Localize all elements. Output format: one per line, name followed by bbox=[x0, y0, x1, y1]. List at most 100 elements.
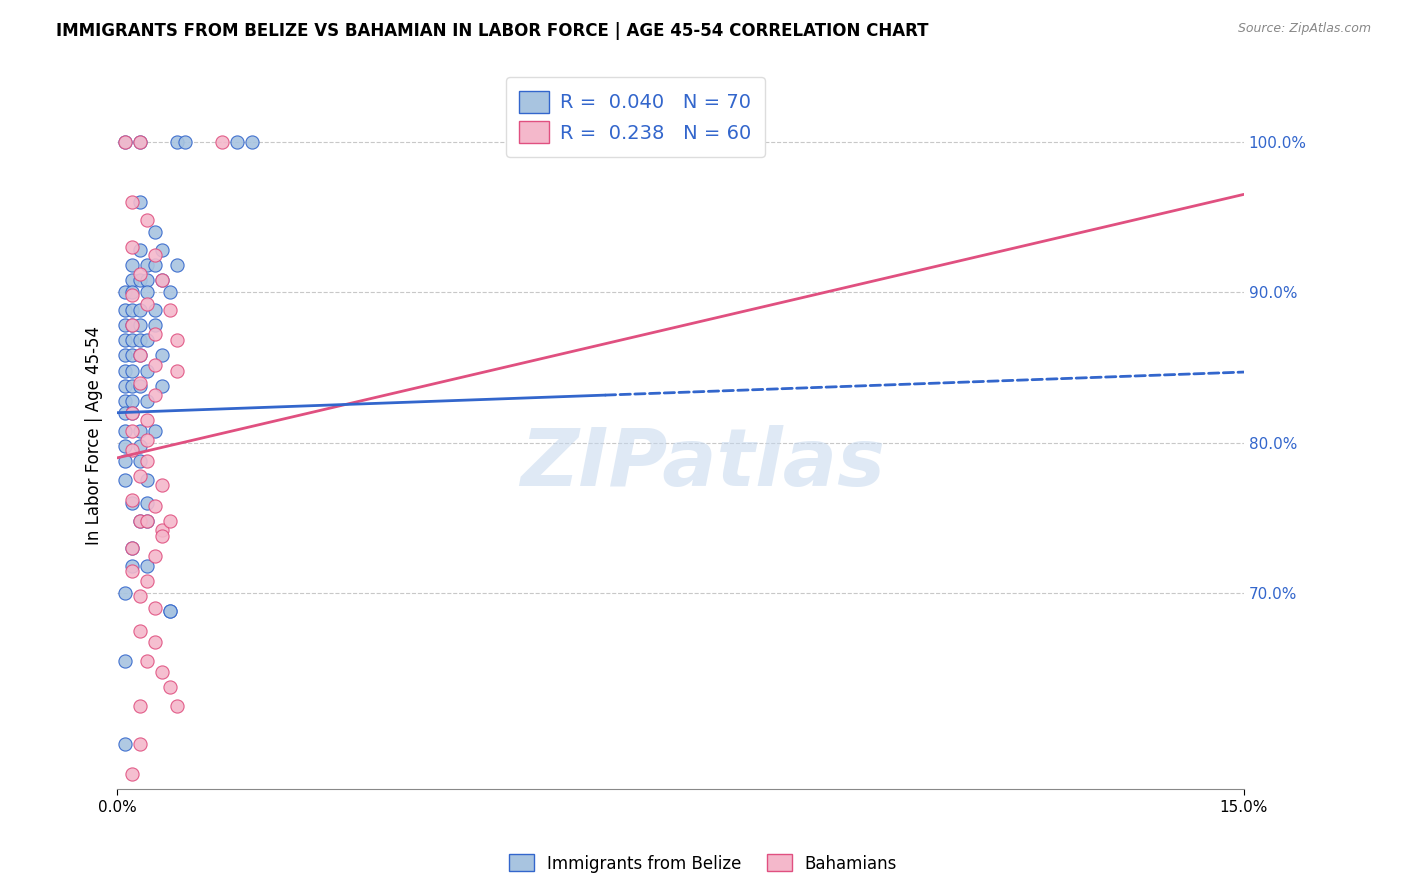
Point bbox=[128, 303, 150, 318]
Point bbox=[150, 378, 173, 392]
Point bbox=[114, 135, 136, 149]
Point bbox=[114, 424, 136, 438]
Point bbox=[166, 135, 188, 149]
Point bbox=[159, 605, 181, 619]
Point bbox=[121, 318, 143, 333]
Point bbox=[143, 225, 166, 239]
Point bbox=[150, 349, 173, 363]
Point bbox=[121, 240, 143, 254]
Point bbox=[121, 273, 143, 287]
Point bbox=[173, 135, 195, 149]
Point bbox=[143, 549, 166, 563]
Point bbox=[136, 514, 159, 528]
Point bbox=[121, 496, 143, 510]
Point bbox=[128, 334, 150, 348]
Point bbox=[121, 443, 143, 458]
Point bbox=[128, 273, 150, 287]
Point bbox=[166, 699, 188, 714]
Point bbox=[143, 358, 166, 372]
Point bbox=[159, 514, 181, 528]
Point bbox=[166, 334, 188, 348]
Point bbox=[143, 601, 166, 615]
Point bbox=[128, 376, 150, 390]
Point bbox=[121, 424, 143, 438]
Point bbox=[143, 303, 166, 318]
Point bbox=[136, 363, 159, 377]
Point bbox=[136, 285, 159, 300]
Point bbox=[121, 559, 143, 574]
Point bbox=[121, 285, 143, 300]
Point bbox=[128, 349, 150, 363]
Point bbox=[136, 496, 159, 510]
Point bbox=[114, 349, 136, 363]
Point bbox=[128, 590, 150, 604]
Point bbox=[136, 654, 159, 668]
Point bbox=[121, 541, 143, 556]
Point bbox=[150, 273, 173, 287]
Point bbox=[128, 699, 150, 714]
Point bbox=[121, 349, 143, 363]
Point bbox=[121, 393, 143, 408]
Point bbox=[128, 349, 150, 363]
Point bbox=[114, 454, 136, 468]
Point bbox=[114, 318, 136, 333]
Point bbox=[136, 433, 159, 447]
Point bbox=[150, 478, 173, 492]
Point bbox=[121, 334, 143, 348]
Point bbox=[150, 665, 173, 679]
Point bbox=[136, 559, 159, 574]
Point bbox=[114, 135, 136, 149]
Point bbox=[211, 135, 233, 149]
Point bbox=[136, 213, 159, 227]
Point bbox=[159, 303, 181, 318]
Point bbox=[121, 493, 143, 508]
Point bbox=[143, 424, 166, 438]
Point bbox=[136, 574, 159, 589]
Point bbox=[128, 439, 150, 453]
Point bbox=[143, 247, 166, 261]
Point bbox=[136, 393, 159, 408]
Point bbox=[114, 406, 136, 420]
Point bbox=[150, 529, 173, 543]
Point bbox=[121, 541, 143, 556]
Point bbox=[121, 318, 143, 333]
Point bbox=[114, 586, 136, 600]
Point bbox=[136, 454, 159, 468]
Point bbox=[143, 327, 166, 342]
Point bbox=[226, 135, 249, 149]
Point bbox=[121, 378, 143, 392]
Point bbox=[128, 514, 150, 528]
Legend: Immigrants from Belize, Bahamians: Immigrants from Belize, Bahamians bbox=[502, 847, 904, 880]
Point bbox=[114, 474, 136, 488]
Point bbox=[150, 523, 173, 537]
Point bbox=[114, 334, 136, 348]
Point bbox=[242, 135, 264, 149]
Text: ZIPatlas: ZIPatlas bbox=[520, 425, 886, 502]
Point bbox=[136, 273, 159, 287]
Point bbox=[128, 469, 150, 483]
Point bbox=[121, 363, 143, 377]
Point bbox=[159, 285, 181, 300]
Point bbox=[128, 424, 150, 438]
Point bbox=[114, 654, 136, 668]
Point bbox=[136, 474, 159, 488]
Point bbox=[121, 303, 143, 318]
Point bbox=[128, 737, 150, 751]
Point bbox=[114, 439, 136, 453]
Point bbox=[128, 135, 150, 149]
Point bbox=[121, 767, 143, 781]
Point bbox=[128, 514, 150, 528]
Point bbox=[150, 273, 173, 287]
Point bbox=[121, 406, 143, 420]
Point bbox=[166, 363, 188, 377]
Point bbox=[114, 285, 136, 300]
Point bbox=[128, 243, 150, 257]
Point bbox=[114, 737, 136, 751]
Point bbox=[114, 378, 136, 392]
Point bbox=[136, 258, 159, 272]
Point bbox=[159, 605, 181, 619]
Point bbox=[166, 258, 188, 272]
Point bbox=[143, 318, 166, 333]
Point bbox=[128, 454, 150, 468]
Point bbox=[128, 797, 150, 812]
